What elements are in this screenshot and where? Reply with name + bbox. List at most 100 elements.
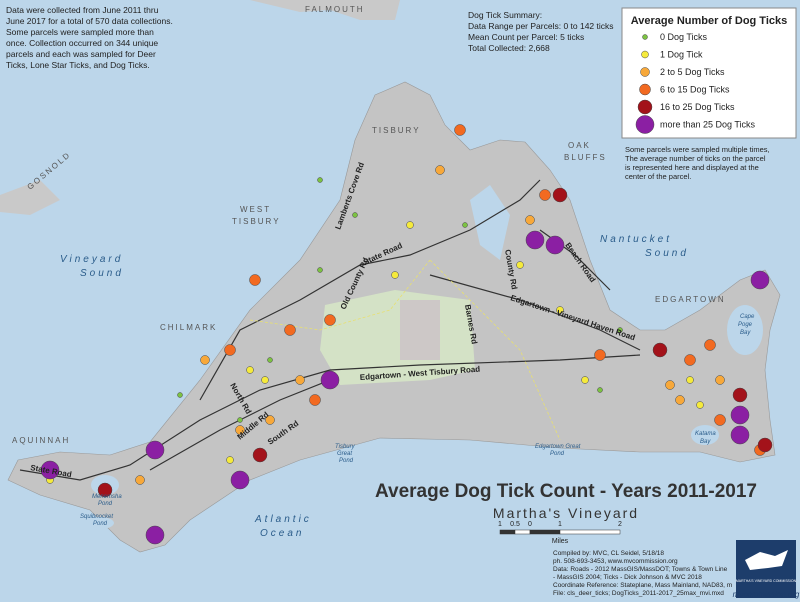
- legend-swatch: [637, 99, 653, 115]
- tick-site: [295, 375, 305, 385]
- tick-site: [714, 414, 726, 426]
- legend-swatch: [639, 83, 651, 96]
- tick-site: [261, 376, 269, 384]
- tick-site: [597, 387, 603, 393]
- tick-site: [224, 344, 236, 356]
- tick-sites: [40, 124, 773, 545]
- pond: [86, 517, 114, 529]
- pond-label: Pond: [339, 458, 354, 464]
- scale-unit: Miles: [552, 538, 569, 545]
- tick-site: [284, 324, 296, 336]
- pond-label: Pond: [98, 501, 113, 507]
- tick-site: [732, 387, 748, 403]
- tick-site: [200, 355, 210, 365]
- tick-site: [686, 376, 694, 384]
- mainland: [250, 0, 400, 20]
- elizabeth-islands: [0, 180, 60, 215]
- legend-swatch: [635, 115, 655, 134]
- legend-swatch: [642, 34, 648, 40]
- water-label: Ocean: [260, 528, 304, 539]
- summary-line: Data Range per Parcels: 0 to 142 ticks: [468, 21, 614, 31]
- scale-label: 0.5: [510, 521, 520, 528]
- tick-site: [40, 460, 60, 480]
- credit-line: Coordinate Reference: Stateplane, Mass M…: [553, 582, 732, 589]
- legend: 0 Dog Ticks 1 Dog Tick 2 to 5 Dog Ticks 6 t…: [635, 32, 756, 134]
- tick-site: [594, 349, 606, 361]
- credit-line: - MassGIS 2004; Ticks - Dick Johnson & M…: [553, 574, 702, 581]
- legend-label: more than 25 Dog Ticks: [660, 120, 756, 130]
- road: [149, 379, 331, 471]
- tick-site: [320, 370, 340, 390]
- pond-label: Pond: [550, 451, 565, 457]
- tick-site: [704, 339, 716, 351]
- tick-site: [237, 417, 243, 423]
- tick-site: [265, 415, 275, 425]
- water-label: Atlantic: [254, 514, 312, 525]
- tick-site: [552, 187, 568, 203]
- tick-site: [135, 475, 145, 485]
- summary-line: Mean Count per Parcel: 5 ticks: [468, 32, 584, 42]
- town-line: [249, 259, 431, 331]
- logo: [736, 540, 796, 598]
- scale-label: 1: [558, 521, 562, 528]
- pond-label: Pond: [93, 521, 108, 527]
- legend-swatch: [641, 50, 649, 59]
- tick-site: [230, 470, 250, 490]
- legend-note-line: is represented here and displayed at the: [625, 163, 759, 172]
- legend-note-line: Some parcels were sampled multiple times…: [625, 145, 770, 154]
- pond-label: Cape: [740, 314, 755, 320]
- tick-site: [267, 357, 273, 363]
- summary-line: Total Collected: 2,668: [468, 43, 550, 53]
- tick-site: [525, 230, 545, 250]
- scale-label: 2: [618, 521, 622, 528]
- pond-label: Tisbury: [335, 444, 356, 450]
- tick-site: [309, 394, 321, 406]
- place-label: FALMOUTH: [305, 5, 365, 14]
- airport: [400, 300, 440, 360]
- place-label: WEST: [240, 205, 271, 214]
- place-label: OAK: [568, 141, 591, 150]
- tick-site: [556, 306, 564, 314]
- water-label: Sound: [645, 248, 689, 259]
- note-line: once. Collection occurred on 344 unique: [6, 38, 158, 48]
- road: [19, 354, 641, 481]
- credit-line: File: cls_deer_ticks; DogTicks_2011-2017…: [553, 590, 724, 597]
- tick-site: [715, 375, 725, 385]
- note-line: Some parcels were sampled more than: [6, 27, 154, 37]
- pond-label: Katama: [695, 431, 716, 437]
- credit-line: ph. 508-693-3453, www.mvcommission.org: [553, 558, 678, 565]
- tick-site: [652, 342, 668, 358]
- tick-site: [317, 177, 323, 183]
- legend-label: 1 Dog Tick: [660, 50, 703, 60]
- summary: Dog Tick Summary:Data Range per Parcels:…: [468, 10, 614, 53]
- tick-site: [454, 124, 466, 136]
- legend-label: 2 to 5 Dog Ticks: [660, 67, 725, 77]
- notes: Data were collected from June 2011 thruJ…: [6, 5, 173, 70]
- note-line: Ticks, Lone Star Ticks, and Dog Ticks.: [6, 60, 150, 70]
- tick-site: [730, 405, 750, 425]
- logo-url: mvcommission.org: [733, 590, 800, 599]
- water-label: Sound: [80, 268, 124, 279]
- tick-site: [462, 222, 468, 228]
- tick-site: [97, 482, 113, 498]
- tick-site: [545, 235, 565, 255]
- pond-label: Great: [337, 451, 352, 457]
- legend-label: 16 to 25 Dog Ticks: [660, 102, 735, 112]
- summary-line: Dog Tick Summary:: [468, 10, 542, 20]
- place-label: EDGARTOWN: [655, 295, 726, 304]
- legend-label: 6 to 15 Dog Ticks: [660, 85, 730, 95]
- tick-site: [246, 366, 254, 374]
- tick-site: [391, 271, 399, 279]
- place-label: TISBURY: [232, 217, 281, 226]
- note-line: June 2017 for a total of 570 data collec…: [6, 16, 173, 26]
- place-label: BLUFFS: [564, 153, 607, 162]
- tick-site: [177, 392, 183, 398]
- tick-site: [145, 525, 165, 545]
- scale-segment: [559, 529, 621, 535]
- legend-note-line: The average number of ticks on the parce…: [625, 154, 766, 163]
- note-line: parcels and each was sampled for Deer: [6, 49, 156, 59]
- pond-label: Edgartown Great: [535, 444, 581, 450]
